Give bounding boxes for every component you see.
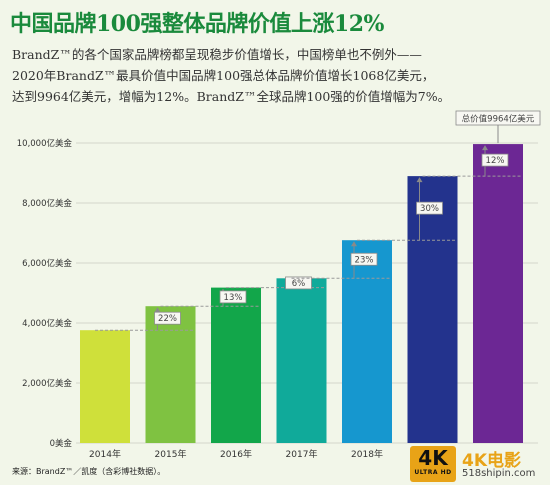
y-tick-label: 6,000亿美金 bbox=[22, 258, 72, 269]
watermark: 4K ULTRA HD 4K电影 518shipin.com bbox=[410, 446, 546, 482]
watermark-name: 4K电影 bbox=[462, 451, 522, 471]
x-tick-label: 2017年 bbox=[286, 448, 318, 460]
total-callout-label: 总价值9964亿美元 bbox=[462, 114, 535, 125]
description-line-1: BrandZ™的各个国家品牌榜都呈现稳步价值增长，中国榜单也不例外—— bbox=[12, 47, 422, 62]
growth-label-box bbox=[219, 290, 247, 304]
growth-label: 23% bbox=[355, 255, 374, 265]
growth-arrow-head bbox=[482, 145, 488, 151]
growth-label: 30% bbox=[420, 204, 439, 214]
y-tick-label: 4,000亿美金 bbox=[22, 318, 72, 329]
bar bbox=[342, 240, 392, 443]
growth-label-box bbox=[285, 276, 312, 290]
growth-label-box bbox=[481, 153, 509, 167]
growth-label-box bbox=[416, 201, 443, 215]
page-title: 中国品牌100强整体品牌价值上涨12% bbox=[10, 11, 384, 37]
bar bbox=[80, 330, 130, 443]
growth-arrow-head bbox=[351, 241, 357, 247]
y-tick-label: 0美金 bbox=[50, 438, 73, 449]
watermark-badge: 4K ULTRA HD bbox=[410, 446, 456, 482]
x-tick-label: 2016年 bbox=[220, 448, 252, 460]
description: BrandZ™的各个国家品牌榜都呈现稳步价值增长，中国榜单也不例外—— 2020… bbox=[12, 44, 538, 107]
bar bbox=[211, 287, 261, 443]
growth-label: 13% bbox=[224, 293, 243, 303]
x-tick-label: 2018年 bbox=[351, 448, 383, 460]
watermark-badge-sub: ULTRA HD bbox=[414, 469, 452, 476]
bar bbox=[473, 144, 523, 443]
bar bbox=[407, 176, 458, 443]
watermark-url: 518shipin.com bbox=[462, 468, 536, 479]
growth-label: 22% bbox=[158, 314, 177, 324]
y-tick-label: 2,000亿美金 bbox=[22, 378, 72, 389]
growth-label-box bbox=[154, 311, 181, 325]
source-note: 来源：BrandZ™／凯度（含彩博社数据）。 bbox=[12, 467, 166, 476]
growth-label-box bbox=[350, 252, 378, 266]
growth-arrow-head bbox=[416, 177, 423, 183]
description-line-2: 2020年BrandZ™最具价值中国品牌100强总体品牌价值增长1068亿美元， bbox=[12, 68, 435, 83]
watermark-badge-text: 4K bbox=[418, 446, 448, 470]
bar bbox=[145, 306, 196, 443]
x-tick-label: 2014年 bbox=[89, 448, 121, 460]
growth-arrow-head bbox=[154, 307, 161, 313]
growth-label: 12% bbox=[486, 156, 505, 166]
y-tick-label: 8,000亿美金 bbox=[22, 198, 72, 209]
bar bbox=[276, 278, 327, 443]
description-line-3: 达到9964亿美元，增幅为12%。BrandZ™全球品牌100强的价值增幅为7%… bbox=[12, 89, 451, 104]
y-tick-label: 10,000亿美金 bbox=[17, 138, 73, 149]
growth-label: 6% bbox=[292, 279, 306, 289]
x-tick-label: 2015年 bbox=[155, 448, 187, 460]
